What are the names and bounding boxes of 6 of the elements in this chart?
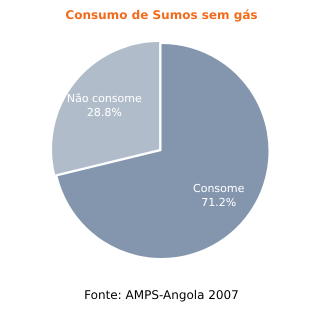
data-label: 71.2% [201,196,236,209]
data-label: 28.8% [86,106,122,119]
chart-title: Consumo de Sumos sem gás [64,8,259,22]
slice-label: Não consome [66,92,142,105]
source-note: Fonte: AMPS-Angola 2007 [83,288,240,302]
slice-label: Consome [193,182,245,195]
